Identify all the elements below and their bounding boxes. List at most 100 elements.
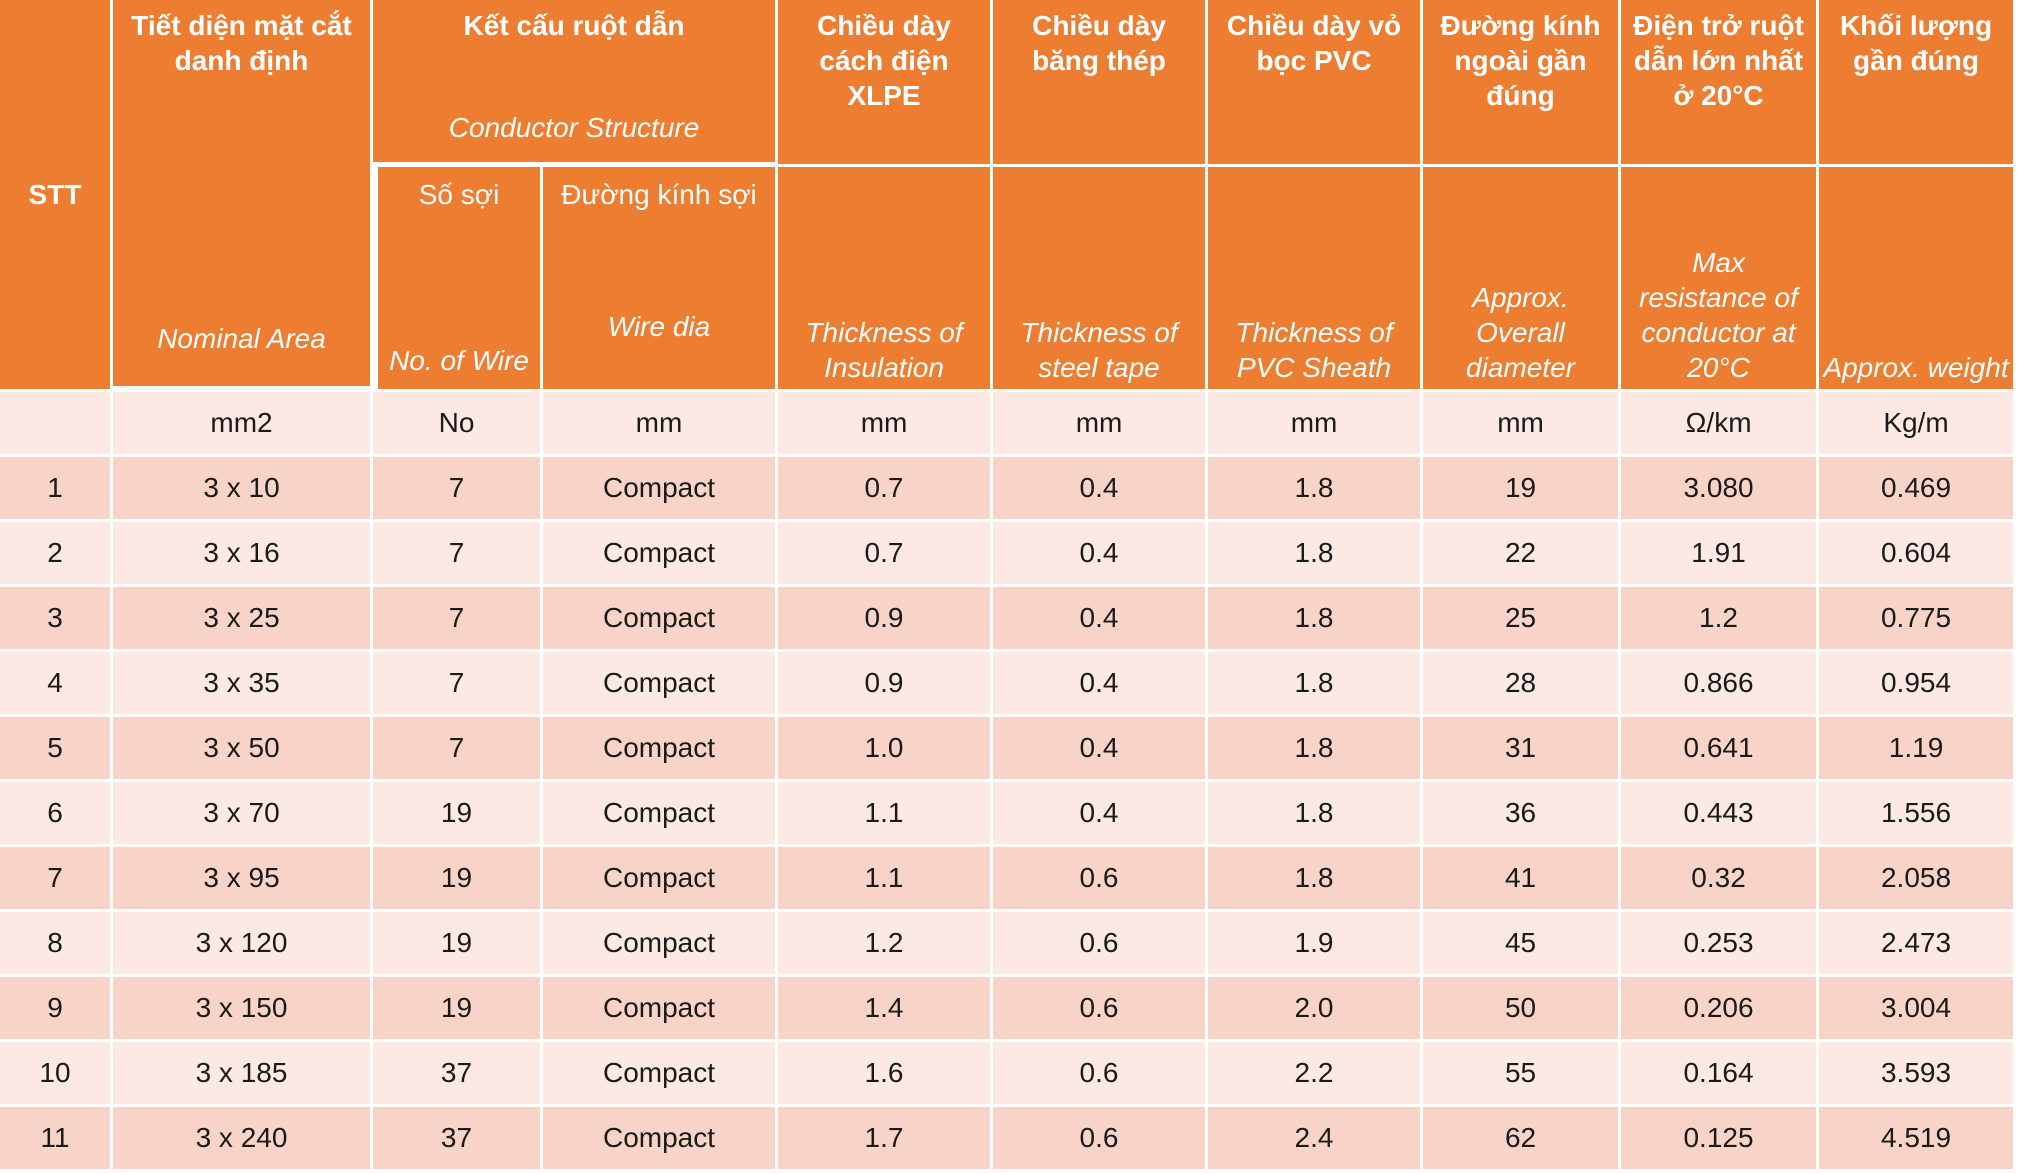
header-weight-vn: Khối lượng gần đúng bbox=[1819, 0, 2017, 167]
table-cell: 0.9 bbox=[778, 587, 994, 652]
table-cell: 9 bbox=[0, 977, 113, 1042]
table-cell: 31 bbox=[1423, 717, 1622, 782]
table-cell: 11 bbox=[0, 1107, 113, 1172]
header-insulation-vn: Chiều dày cách điện XLPE bbox=[778, 0, 994, 167]
table-cell: 1.19 bbox=[1819, 717, 2017, 782]
header-no-wire: Số sợi No. of Wire bbox=[373, 167, 543, 392]
unit-cell: mm bbox=[1208, 392, 1424, 457]
table-cell: 1.6 bbox=[778, 1042, 994, 1107]
header-steel-tape-en: Thickness of steel tape bbox=[993, 167, 1209, 392]
table-cell: 7 bbox=[373, 652, 543, 717]
table-cell: 0.6 bbox=[993, 912, 1209, 977]
table-cell: 7 bbox=[373, 717, 543, 782]
table-cell: 3 x 35 bbox=[113, 652, 373, 717]
header-wire-dia: Đường kính sợi Wire dia bbox=[543, 167, 779, 392]
table-cell: 62 bbox=[1423, 1107, 1622, 1172]
unit-cell bbox=[0, 392, 113, 457]
table-cell: 1.7 bbox=[778, 1107, 994, 1172]
table-cell: 0.4 bbox=[993, 782, 1209, 847]
header-insulation-en: Thickness of Insulation bbox=[778, 167, 994, 392]
table-cell: Compact bbox=[543, 782, 779, 847]
table-cell: 25 bbox=[1423, 587, 1622, 652]
table-cell: 1.9 bbox=[1208, 912, 1424, 977]
table-cell: 28 bbox=[1423, 652, 1622, 717]
table-cell: 45 bbox=[1423, 912, 1622, 977]
table-cell: 3 x 16 bbox=[113, 522, 373, 587]
table-cell: 1.8 bbox=[1208, 587, 1424, 652]
table-cell: 0.125 bbox=[1621, 1107, 1820, 1172]
table-cell: 1.2 bbox=[1621, 587, 1820, 652]
table-cell: 0.7 bbox=[778, 522, 994, 587]
unit-cell: mm bbox=[1423, 392, 1622, 457]
table-cell: 36 bbox=[1423, 782, 1622, 847]
table-cell: 3.080 bbox=[1621, 457, 1820, 522]
units-row: mm2 No mm mm mm mm mm Ω/km Kg/m bbox=[0, 392, 2017, 457]
table-cell: 0.32 bbox=[1621, 847, 1820, 912]
table-cell: 3 bbox=[0, 587, 113, 652]
table-cell: 0.4 bbox=[993, 652, 1209, 717]
table-cell: 3 x 150 bbox=[113, 977, 373, 1042]
table-cell: 19 bbox=[373, 782, 543, 847]
table-cell: 3 x 120 bbox=[113, 912, 373, 977]
table-cell: Compact bbox=[543, 1042, 779, 1107]
table-cell: 2.058 bbox=[1819, 847, 2017, 912]
table-cell: 1.8 bbox=[1208, 717, 1424, 782]
table-cell: 2 bbox=[0, 522, 113, 587]
table-cell: 1.8 bbox=[1208, 782, 1424, 847]
table-cell: 50 bbox=[1423, 977, 1622, 1042]
table-cell: Compact bbox=[543, 912, 779, 977]
unit-cell: Kg/m bbox=[1819, 392, 2017, 457]
table-cell: Compact bbox=[543, 587, 779, 652]
table-cell: 2.473 bbox=[1819, 912, 2017, 977]
header-conductor-structure: Kết cấu ruột dẫn Conductor Structure bbox=[373, 0, 779, 167]
table-cell: 2.4 bbox=[1208, 1107, 1424, 1172]
table-cell: 0.866 bbox=[1621, 652, 1820, 717]
table-cell: 55 bbox=[1423, 1042, 1622, 1107]
table-cell: 3 x 25 bbox=[113, 587, 373, 652]
table-cell: 1.8 bbox=[1208, 457, 1424, 522]
table-row: 10 3 x 185 37 Compact 1.6 0.6 2.2 55 0.164 3.593 bbox=[0, 1042, 2017, 1107]
table-cell: 3 x 95 bbox=[113, 847, 373, 912]
header-pvc-sheath-en: Thickness of PVC Sheath bbox=[1208, 167, 1424, 392]
table-cell: Compact bbox=[543, 652, 779, 717]
table-cell: 19 bbox=[373, 912, 543, 977]
table-cell: Compact bbox=[543, 847, 779, 912]
header-weight-en: Approx. weight bbox=[1819, 167, 2017, 392]
table-cell: 1.2 bbox=[778, 912, 994, 977]
table-cell: 5 bbox=[0, 717, 113, 782]
table-cell: 0.6 bbox=[993, 1107, 1209, 1172]
table-cell: 2.0 bbox=[1208, 977, 1424, 1042]
table-cell: 3 x 240 bbox=[113, 1107, 373, 1172]
table-cell: Compact bbox=[543, 977, 779, 1042]
table-cell: 0.469 bbox=[1819, 457, 2017, 522]
table-cell: 0.164 bbox=[1621, 1042, 1820, 1107]
table-cell: 19 bbox=[373, 847, 543, 912]
table-cell: 7 bbox=[373, 522, 543, 587]
table-cell: 8 bbox=[0, 912, 113, 977]
table-cell: 1.1 bbox=[778, 847, 994, 912]
table-cell: 0.9 bbox=[778, 652, 994, 717]
header-overall-dia-vn: Đường kính ngoài gần đúng bbox=[1423, 0, 1622, 167]
table-cell: 19 bbox=[1423, 457, 1622, 522]
table-cell: 4 bbox=[0, 652, 113, 717]
table-cell: 3 x 50 bbox=[113, 717, 373, 782]
table-cell: 1 bbox=[0, 457, 113, 522]
table-cell: 19 bbox=[373, 977, 543, 1042]
table-cell: 0.443 bbox=[1621, 782, 1820, 847]
table-cell: 37 bbox=[373, 1042, 543, 1107]
table-cell: 1.0 bbox=[778, 717, 994, 782]
table-cell: 1.556 bbox=[1819, 782, 2017, 847]
table-cell: 0.4 bbox=[993, 587, 1209, 652]
table-cell: 0.4 bbox=[993, 457, 1209, 522]
table-cell: 0.6 bbox=[993, 977, 1209, 1042]
table-cell: 1.8 bbox=[1208, 522, 1424, 587]
table-cell: 2.2 bbox=[1208, 1042, 1424, 1107]
